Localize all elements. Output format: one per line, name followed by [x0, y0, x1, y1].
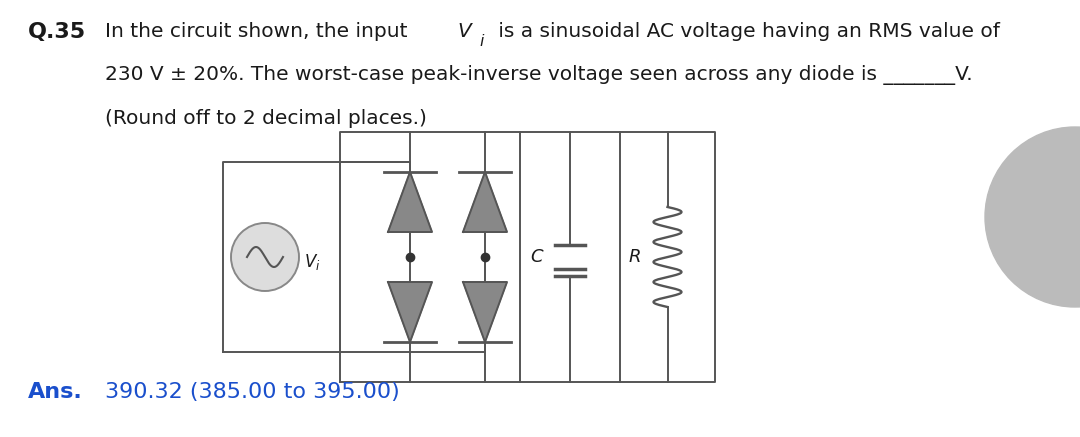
Polygon shape [388, 282, 432, 342]
Text: 390.32 (385.00 to 395.00): 390.32 (385.00 to 395.00) [105, 382, 400, 402]
Polygon shape [388, 172, 432, 232]
Text: Q.35: Q.35 [28, 22, 86, 42]
Text: 230 V ± 20%. The worst-case peak-inverse voltage seen across any diode is ______: 230 V ± 20%. The worst-case peak-inverse… [105, 65, 973, 85]
Circle shape [231, 223, 299, 291]
Text: is a sinusoidal AC voltage having an RMS value of: is a sinusoidal AC voltage having an RMS… [492, 22, 1000, 41]
Text: i: i [480, 34, 484, 49]
Text: In the circuit shown, the input: In the circuit shown, the input [105, 22, 414, 41]
Text: C: C [530, 248, 543, 266]
Circle shape [985, 127, 1080, 307]
Text: (Round off to 2 decimal places.): (Round off to 2 decimal places.) [105, 109, 427, 128]
Text: $V_i$: $V_i$ [303, 252, 321, 272]
Polygon shape [463, 282, 507, 342]
Polygon shape [463, 172, 507, 232]
Text: V: V [457, 22, 471, 41]
Text: Ans.: Ans. [28, 382, 83, 402]
Text: R: R [629, 248, 642, 266]
